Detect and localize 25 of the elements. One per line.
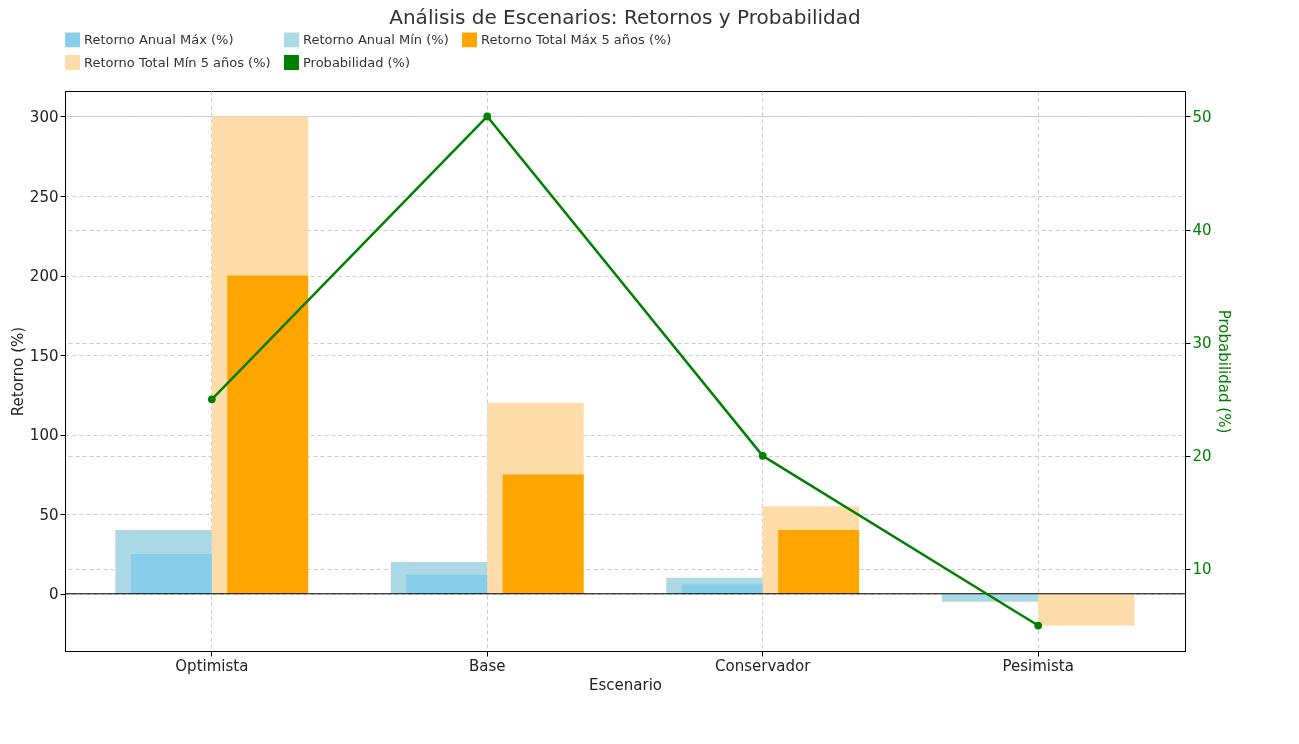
- x-tick-label: Pesimista: [1002, 656, 1074, 675]
- y2-tick-label: 50: [1192, 107, 1212, 126]
- legend-label: Retorno Total Mín 5 años (%): [84, 54, 271, 70]
- x-tick-label: Optimista: [175, 656, 249, 675]
- y-tick-label: 200: [29, 267, 59, 286]
- x-axis-title: Escenario: [589, 675, 662, 694]
- legend-label: Retorno Anual Máx (%): [84, 31, 234, 47]
- y2-tick-label: 30: [1192, 334, 1212, 353]
- y-tick-label: 250: [29, 187, 59, 206]
- chart-title: Análisis de Escenarios: Retornos y Probabilidad: [389, 5, 861, 29]
- y-tick-label: 50: [39, 505, 59, 524]
- y-tick-label: 100: [29, 426, 59, 445]
- legend-label: Retorno Total Máx 5 años (%): [481, 31, 672, 47]
- x-tick-label: Conservador: [715, 656, 812, 675]
- y2-tick-label: 10: [1192, 560, 1212, 579]
- y-tick-label: 0: [48, 585, 59, 604]
- legend-label: Retorno Anual Mín (%): [303, 31, 449, 47]
- legend-label: Probabilidad (%): [303, 54, 411, 70]
- y2-axis-title: Probabilidad (%): [1214, 309, 1233, 434]
- y-axis-title: Retorno (%): [8, 326, 27, 417]
- y-tick-label: 150: [29, 346, 59, 365]
- y2-tick-label: 40: [1192, 221, 1212, 240]
- x-tick-label: Base: [469, 656, 506, 675]
- y2-tick-label: 20: [1192, 447, 1212, 466]
- y-tick-label: 300: [29, 107, 59, 126]
